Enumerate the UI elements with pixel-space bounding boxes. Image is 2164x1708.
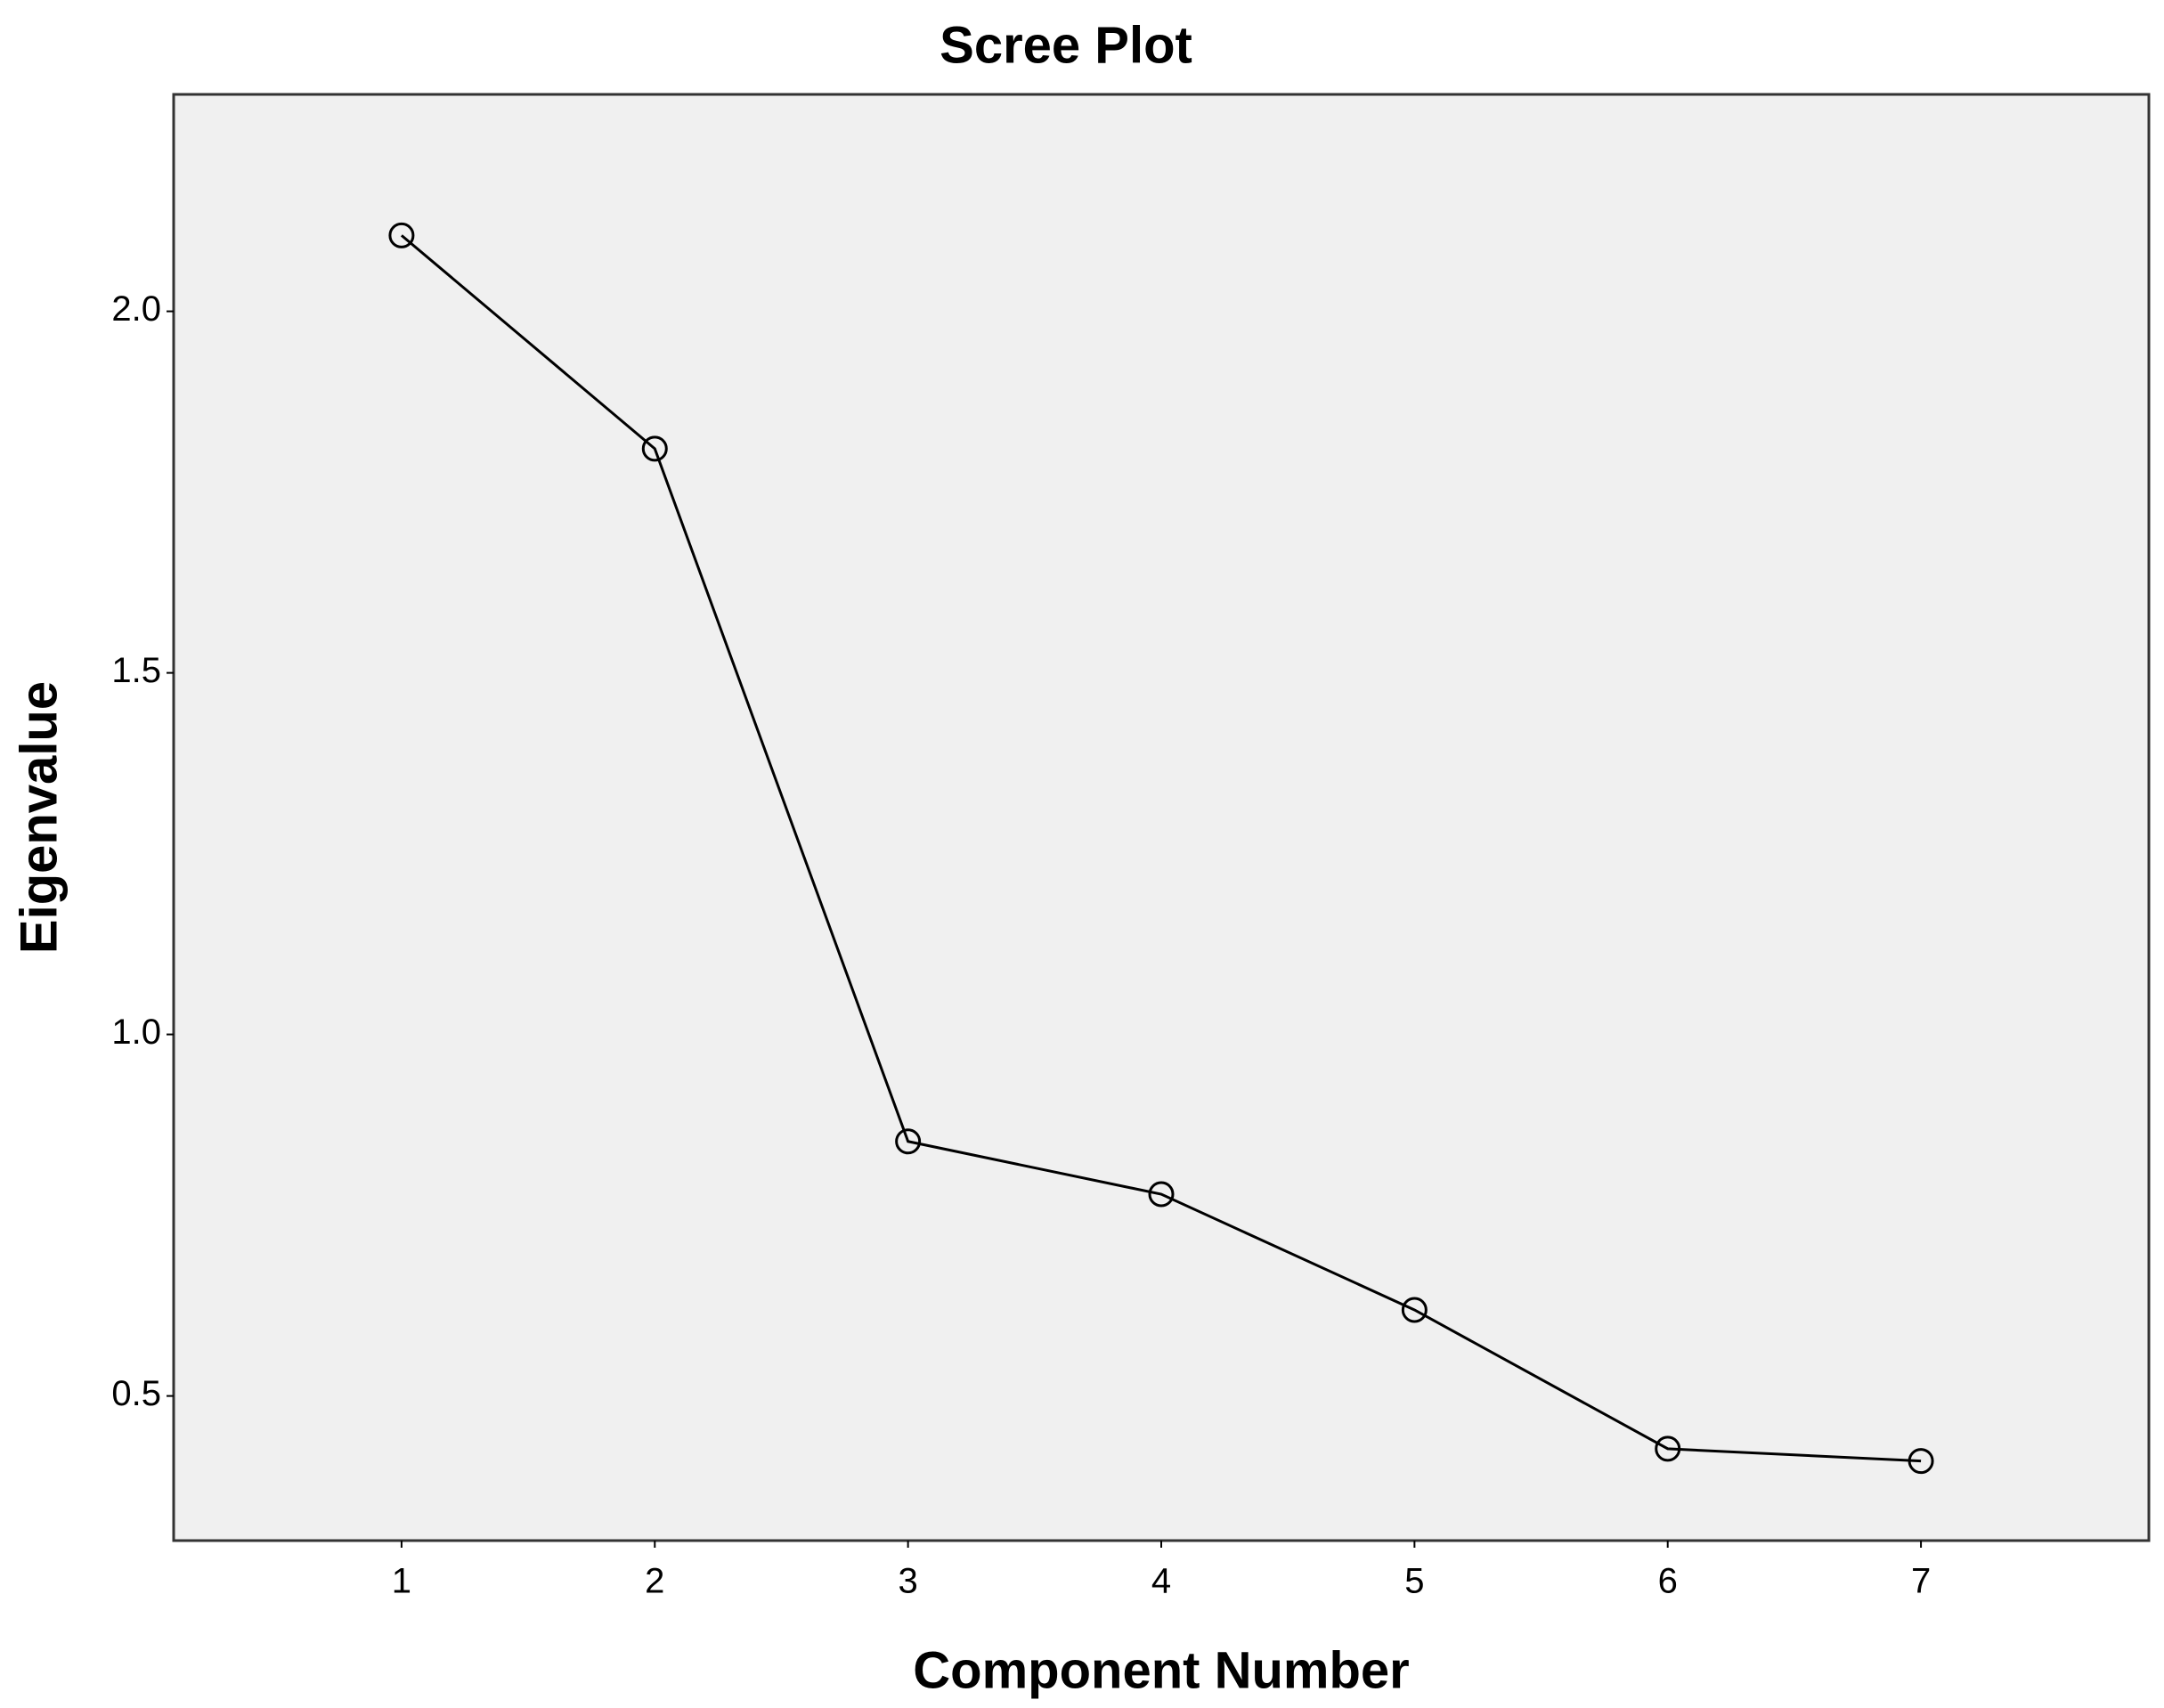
plot-area (172, 93, 2151, 1542)
data-point (1655, 1436, 1681, 1462)
x-tick-label: 2 (645, 1562, 664, 1601)
data-point (1908, 1448, 1934, 1475)
data-point (388, 222, 415, 248)
x-tick-label: 6 (1658, 1562, 1678, 1601)
x-axis-label: Component Number (913, 1641, 1409, 1699)
y-tick-label: 2.0 (111, 289, 161, 329)
series-line (400, 234, 1922, 1463)
y-axis-label: Eigenvalue (10, 681, 68, 954)
data-point (1401, 1297, 1428, 1323)
x-tick-label: 4 (1151, 1562, 1171, 1601)
data-point (1148, 1181, 1175, 1208)
x-tick-label: 7 (1911, 1562, 1931, 1601)
data-point (895, 1128, 922, 1155)
y-tick-label: 1.5 (111, 651, 161, 690)
y-tick-label: 0.5 (111, 1374, 161, 1413)
data-point (641, 435, 668, 462)
x-tick-label: 5 (1404, 1562, 1424, 1601)
chart-title: Scree Plot (940, 16, 1192, 74)
x-tick-label: 3 (899, 1562, 918, 1601)
y-tick-label: 1.0 (111, 1013, 161, 1052)
x-tick-label: 1 (392, 1562, 411, 1601)
